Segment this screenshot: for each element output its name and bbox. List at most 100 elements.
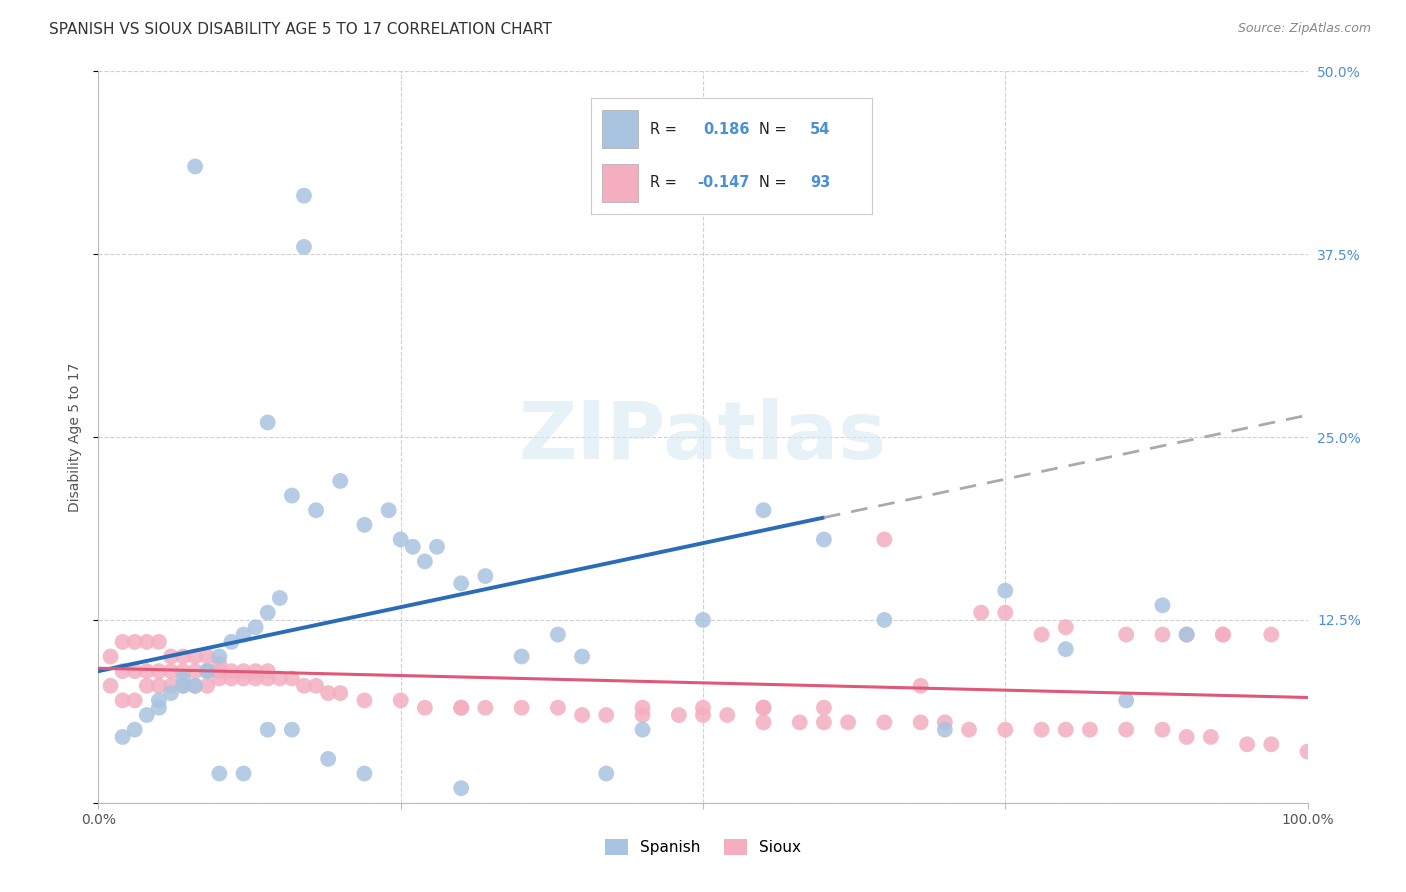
Point [135,635,157,649]
Point [450,576,472,591]
Point [148,635,170,649]
Point [184,679,207,693]
Point [160,664,183,678]
Point [135,679,157,693]
Point [353,517,375,532]
Point [111,693,134,707]
Point [970,606,993,620]
Y-axis label: Disability Age 5 to 17: Disability Age 5 to 17 [69,362,83,512]
Point [631,708,654,723]
Point [789,715,811,730]
Point [124,723,146,737]
Point [208,672,231,686]
Text: -0.147: -0.147 [697,175,749,190]
Point [232,766,254,780]
Point [172,664,194,678]
Point [160,649,183,664]
Point [934,723,956,737]
Point [547,627,569,641]
Point [256,664,278,678]
Point [402,540,425,554]
Point [1152,723,1174,737]
Point [957,723,980,737]
Point [873,533,896,547]
Point [305,503,328,517]
Point [111,664,134,678]
Text: 0.186: 0.186 [703,122,749,137]
Point [148,679,170,693]
Point [256,416,278,430]
Point [474,569,496,583]
Point [281,489,304,503]
Point [208,664,231,678]
Point [195,664,218,678]
Point [232,627,254,641]
Point [450,700,472,714]
Point [1175,627,1198,641]
Point [208,766,231,780]
Text: R =: R = [650,175,676,190]
Point [1054,642,1077,657]
Point [124,693,146,707]
Point [1152,627,1174,641]
Point [292,240,315,254]
Point [450,781,472,796]
Point [413,554,436,568]
Point [124,664,146,678]
Point [631,700,654,714]
Point [994,606,1017,620]
Point [305,679,328,693]
Point [910,715,932,730]
Point [148,664,170,678]
Point [100,649,122,664]
Point [100,679,122,693]
Legend: Spanish, Sioux: Spanish, Sioux [599,833,807,861]
Point [232,672,254,686]
Point [1031,627,1053,641]
Text: SPANISH VS SIOUX DISABILITY AGE 5 TO 17 CORRELATION CHART: SPANISH VS SIOUX DISABILITY AGE 5 TO 17 … [49,22,553,37]
Point [269,672,291,686]
Text: 54: 54 [810,122,830,137]
Point [281,723,304,737]
Point [1175,627,1198,641]
Point [426,540,449,554]
Point [1199,730,1222,744]
Point [1152,599,1174,613]
Point [547,700,569,714]
Point [571,649,593,664]
Point [316,686,339,700]
Point [1031,723,1053,737]
Point [195,664,218,678]
Point [232,664,254,678]
Point [353,693,375,707]
Point [994,583,1017,598]
Point [692,700,714,714]
Point [752,700,775,714]
Point [631,723,654,737]
Point [1115,693,1137,707]
Point [184,679,207,693]
Bar [602,164,638,202]
Point [256,606,278,620]
Point [160,686,183,700]
Point [377,503,399,517]
Point [245,664,267,678]
Point [184,160,207,174]
Point [160,679,183,693]
Point [221,672,243,686]
Point [510,700,533,714]
Point [353,766,375,780]
Point [172,679,194,693]
Point [292,679,315,693]
Point [135,664,157,678]
Point [1212,627,1234,641]
Point [195,649,218,664]
Point [595,708,617,723]
Point [256,723,278,737]
Point [172,649,194,664]
Point [1054,620,1077,634]
Point [389,693,412,707]
Text: R =: R = [650,122,681,137]
Point [245,672,267,686]
Point [172,679,194,693]
